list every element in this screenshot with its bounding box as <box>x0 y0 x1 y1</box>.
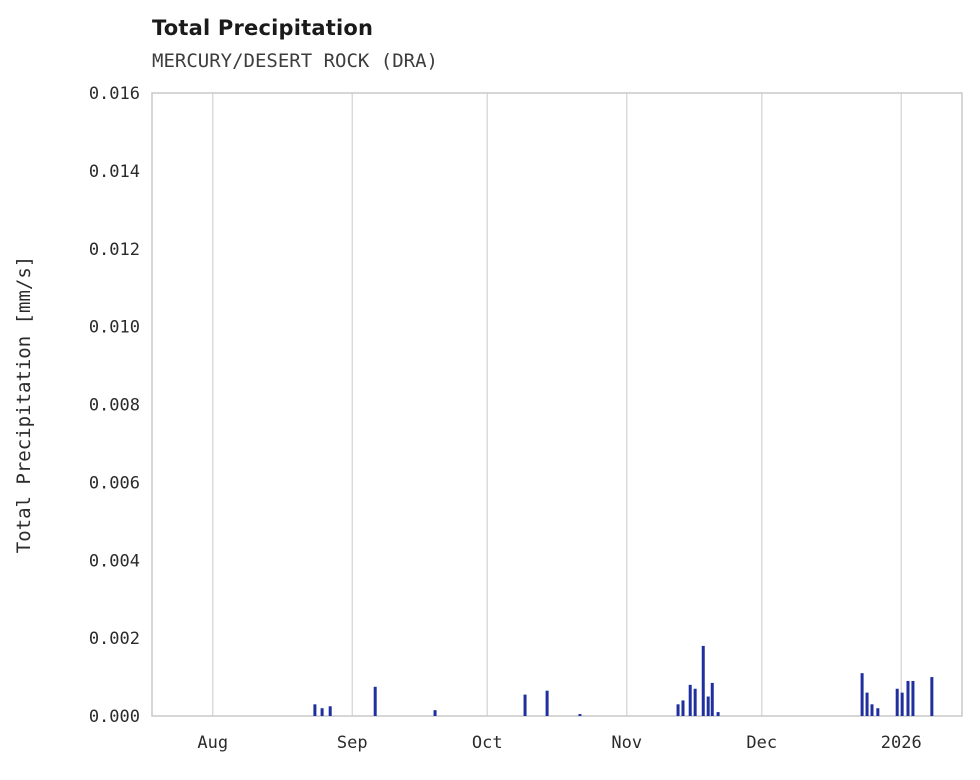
precipitation-bar <box>911 680 915 716</box>
precipitation-bar <box>676 704 680 716</box>
precipitation-bar <box>320 708 324 716</box>
y-axis-label: Total Precipitation [mm/s] <box>13 256 35 553</box>
y-tick-label: 0.002 <box>89 629 140 649</box>
y-tick-label: 0.016 <box>89 84 140 104</box>
chart-title: Total Precipitation <box>152 16 374 40</box>
precipitation-bar <box>701 645 705 716</box>
chart-subtitle: MERCURY/DESERT ROCK (DRA) <box>152 50 438 72</box>
precipitation-bar <box>895 688 899 716</box>
precipitation-bar <box>716 712 720 716</box>
y-tick-label: 0.000 <box>89 707 140 727</box>
y-tick-label: 0.006 <box>89 473 140 493</box>
x-tick-label: Nov <box>611 733 642 753</box>
precipitation-bar <box>876 708 880 716</box>
x-tick-label: 2026 <box>881 733 922 753</box>
precipitation-bar <box>523 694 527 716</box>
x-tick-label: Sep <box>337 733 368 753</box>
precipitation-bar <box>906 680 910 716</box>
y-tick-label: 0.010 <box>89 318 140 338</box>
plot-border <box>151 92 963 717</box>
precipitation-bar <box>313 704 317 716</box>
precipitation-bar <box>328 706 332 716</box>
precipitation-bar <box>710 682 714 716</box>
precipitation-bar <box>870 704 874 716</box>
precipitation-bar <box>930 677 934 716</box>
precipitation-bar <box>578 714 582 716</box>
precipitation-bar <box>681 700 685 716</box>
precipitation-bar <box>545 690 549 716</box>
precipitation-bar <box>688 684 692 716</box>
x-tick-label: Aug <box>197 733 228 753</box>
precipitation-bar <box>433 710 437 716</box>
x-tick-label: Dec <box>746 733 777 753</box>
y-tick-label: 0.014 <box>89 162 140 182</box>
x-tick-label: Oct <box>472 733 503 753</box>
precipitation-bar <box>865 692 869 716</box>
y-tick-label: 0.008 <box>89 396 140 416</box>
precipitation-bar <box>860 673 864 716</box>
y-tick-label: 0.004 <box>89 551 140 571</box>
precipitation-bar <box>693 688 697 716</box>
precipitation-bar <box>373 686 377 716</box>
precipitation-bar <box>900 692 904 716</box>
y-tick-label: 0.012 <box>89 240 140 260</box>
precipitation-bar <box>706 696 710 716</box>
